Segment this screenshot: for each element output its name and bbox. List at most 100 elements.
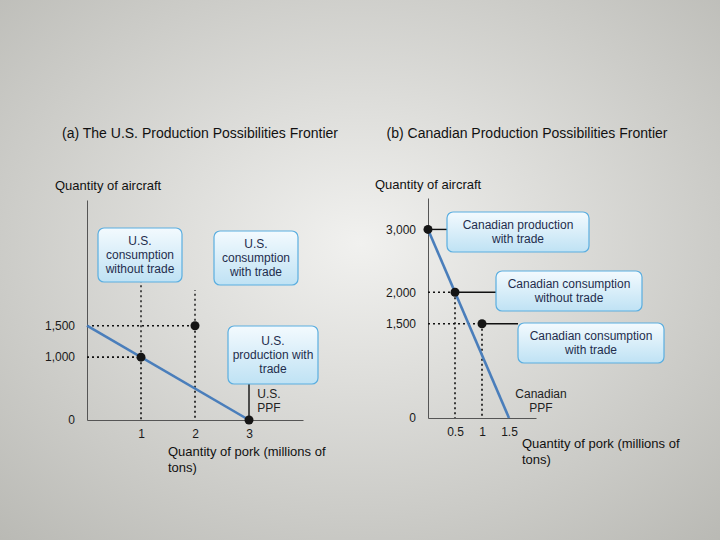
ppf-line	[87, 326, 249, 420]
panel-title: (b) Canadian Production Possibilities Fr…	[387, 125, 668, 141]
x-axis-title: Quantity of pork (millions oftons)	[168, 444, 326, 475]
text-line: consumption	[222, 251, 290, 265]
panel: (a) The U.S. Production Possibilities Fr…	[45, 125, 338, 475]
y-tick: 1,500	[386, 317, 428, 331]
text-line: tons)	[168, 460, 197, 475]
callout-box	[518, 323, 664, 363]
y-tick-label: 0	[409, 411, 416, 425]
text-line: consumption	[106, 248, 174, 262]
guide-vertical	[454, 292, 456, 418]
callout-connector	[455, 292, 496, 293]
point	[137, 353, 146, 362]
guide-vertical	[140, 357, 142, 420]
guide-horizontal	[428, 323, 482, 325]
callout-box	[228, 326, 318, 384]
callout-box	[496, 271, 642, 311]
y-tick-label: 1,500	[386, 317, 416, 331]
text-line: with trade	[491, 232, 544, 246]
x-axis: 1 2 3	[88, 420, 304, 441]
guide-horizontal	[87, 356, 141, 358]
x-tick: 1	[138, 420, 145, 441]
text-line: production with	[233, 348, 314, 362]
y-axis-title: Quantity of aircraft	[375, 177, 482, 192]
points	[424, 225, 487, 328]
point	[424, 225, 433, 234]
callout-connector	[482, 323, 518, 324]
x-tick: 2	[192, 420, 199, 441]
x-tick: 1	[479, 418, 486, 439]
text-line: PPF	[257, 401, 280, 415]
point	[451, 288, 460, 297]
x-tick-label: 0.5	[447, 425, 464, 439]
callout-text: Canadian productionwith trade	[463, 218, 574, 246]
y-axis-line	[87, 201, 88, 421]
text-line: with trade	[564, 343, 617, 357]
text-line: Canadian consumption	[530, 329, 653, 343]
x-tick: 0.5	[447, 418, 464, 439]
point	[478, 319, 487, 328]
y-tick-label: 1,500	[45, 319, 75, 333]
point	[245, 416, 254, 425]
callout-box	[214, 231, 298, 285]
y-tick-label: 0	[68, 413, 75, 427]
chart-canvas: (a) The U.S. Production Possibilities Fr…	[0, 0, 720, 540]
x-tick-label: 3	[246, 427, 253, 441]
x-axis-line	[429, 418, 537, 419]
plot-area	[87, 326, 249, 420]
y-tick: 1,500	[45, 319, 87, 333]
text-line: U.S.	[244, 237, 267, 251]
background	[0, 0, 720, 540]
y-axis: 0 1,000 1,500	[45, 201, 88, 428]
points	[137, 321, 254, 424]
x-tick-label: 2	[192, 427, 199, 441]
text-line: U.S.	[257, 387, 280, 401]
y-tick: 0	[409, 411, 428, 425]
callout-box	[98, 228, 182, 282]
x-tick-label: 1	[138, 427, 145, 441]
panel-title: (a) The U.S. Production Possibilities Fr…	[62, 125, 338, 141]
text-line: without trade	[105, 262, 175, 276]
callout-connector	[248, 384, 249, 420]
text-line: U.S.	[261, 334, 284, 348]
y-axis: 0 1,500 2,000 3,000	[386, 199, 429, 426]
point	[191, 321, 200, 330]
text-line: Quantity of pork (millions of	[168, 444, 326, 459]
text-line: with trade	[229, 265, 282, 279]
text-line: Quantity of pork (millions of	[522, 436, 680, 451]
callout-text: U.S.consumptionwithout trade	[105, 234, 175, 276]
text-line: Canadian consumption	[508, 277, 631, 291]
series-label: CanadianPPF	[515, 387, 566, 415]
text-line: trade	[259, 362, 287, 376]
x-axis: 0.5 1 1.5	[429, 418, 537, 439]
x-tick: 1.5	[501, 418, 518, 439]
callout-box	[447, 212, 589, 252]
callout-connector	[140, 282, 141, 357]
y-tick: 3,000	[386, 223, 428, 237]
y-axis-title: Quantity of aircraft	[55, 178, 162, 193]
text-line: U.S.	[128, 234, 151, 248]
y-tick: 0	[68, 413, 87, 427]
x-axis-line	[88, 420, 304, 421]
y-tick-label: 2,000	[386, 286, 416, 300]
callout-text: Canadian consumptionwith trade	[530, 329, 653, 357]
text-line: Canadian	[515, 387, 566, 401]
callout-connector	[194, 290, 195, 326]
text-line: Canadian production	[463, 218, 574, 232]
y-tick: 1,000	[45, 350, 87, 364]
guide-vertical	[194, 326, 196, 420]
guide-vertical	[481, 324, 483, 418]
series-label: U.S.PPF	[257, 387, 280, 415]
text-line: tons)	[522, 452, 551, 467]
callout-text: U.S.consumptionwith trade	[222, 237, 290, 279]
y-tick-label: 3,000	[386, 223, 416, 237]
x-axis-title: Quantity of pork (millions oftons)	[522, 436, 680, 467]
text-line: without trade	[534, 291, 604, 305]
y-tick: 2,000	[386, 286, 428, 300]
x-tick-label: 1.5	[501, 425, 518, 439]
text-line: PPF	[529, 401, 552, 415]
panel: (b) Canadian Production Possibilities Fr…	[375, 125, 680, 467]
x-tick-label: 1	[479, 425, 486, 439]
callout-text: U.S.production withtrade	[233, 334, 314, 376]
callout-text: Canadian consumptionwithout trade	[508, 277, 631, 305]
y-tick-label: 1,000	[45, 350, 75, 364]
